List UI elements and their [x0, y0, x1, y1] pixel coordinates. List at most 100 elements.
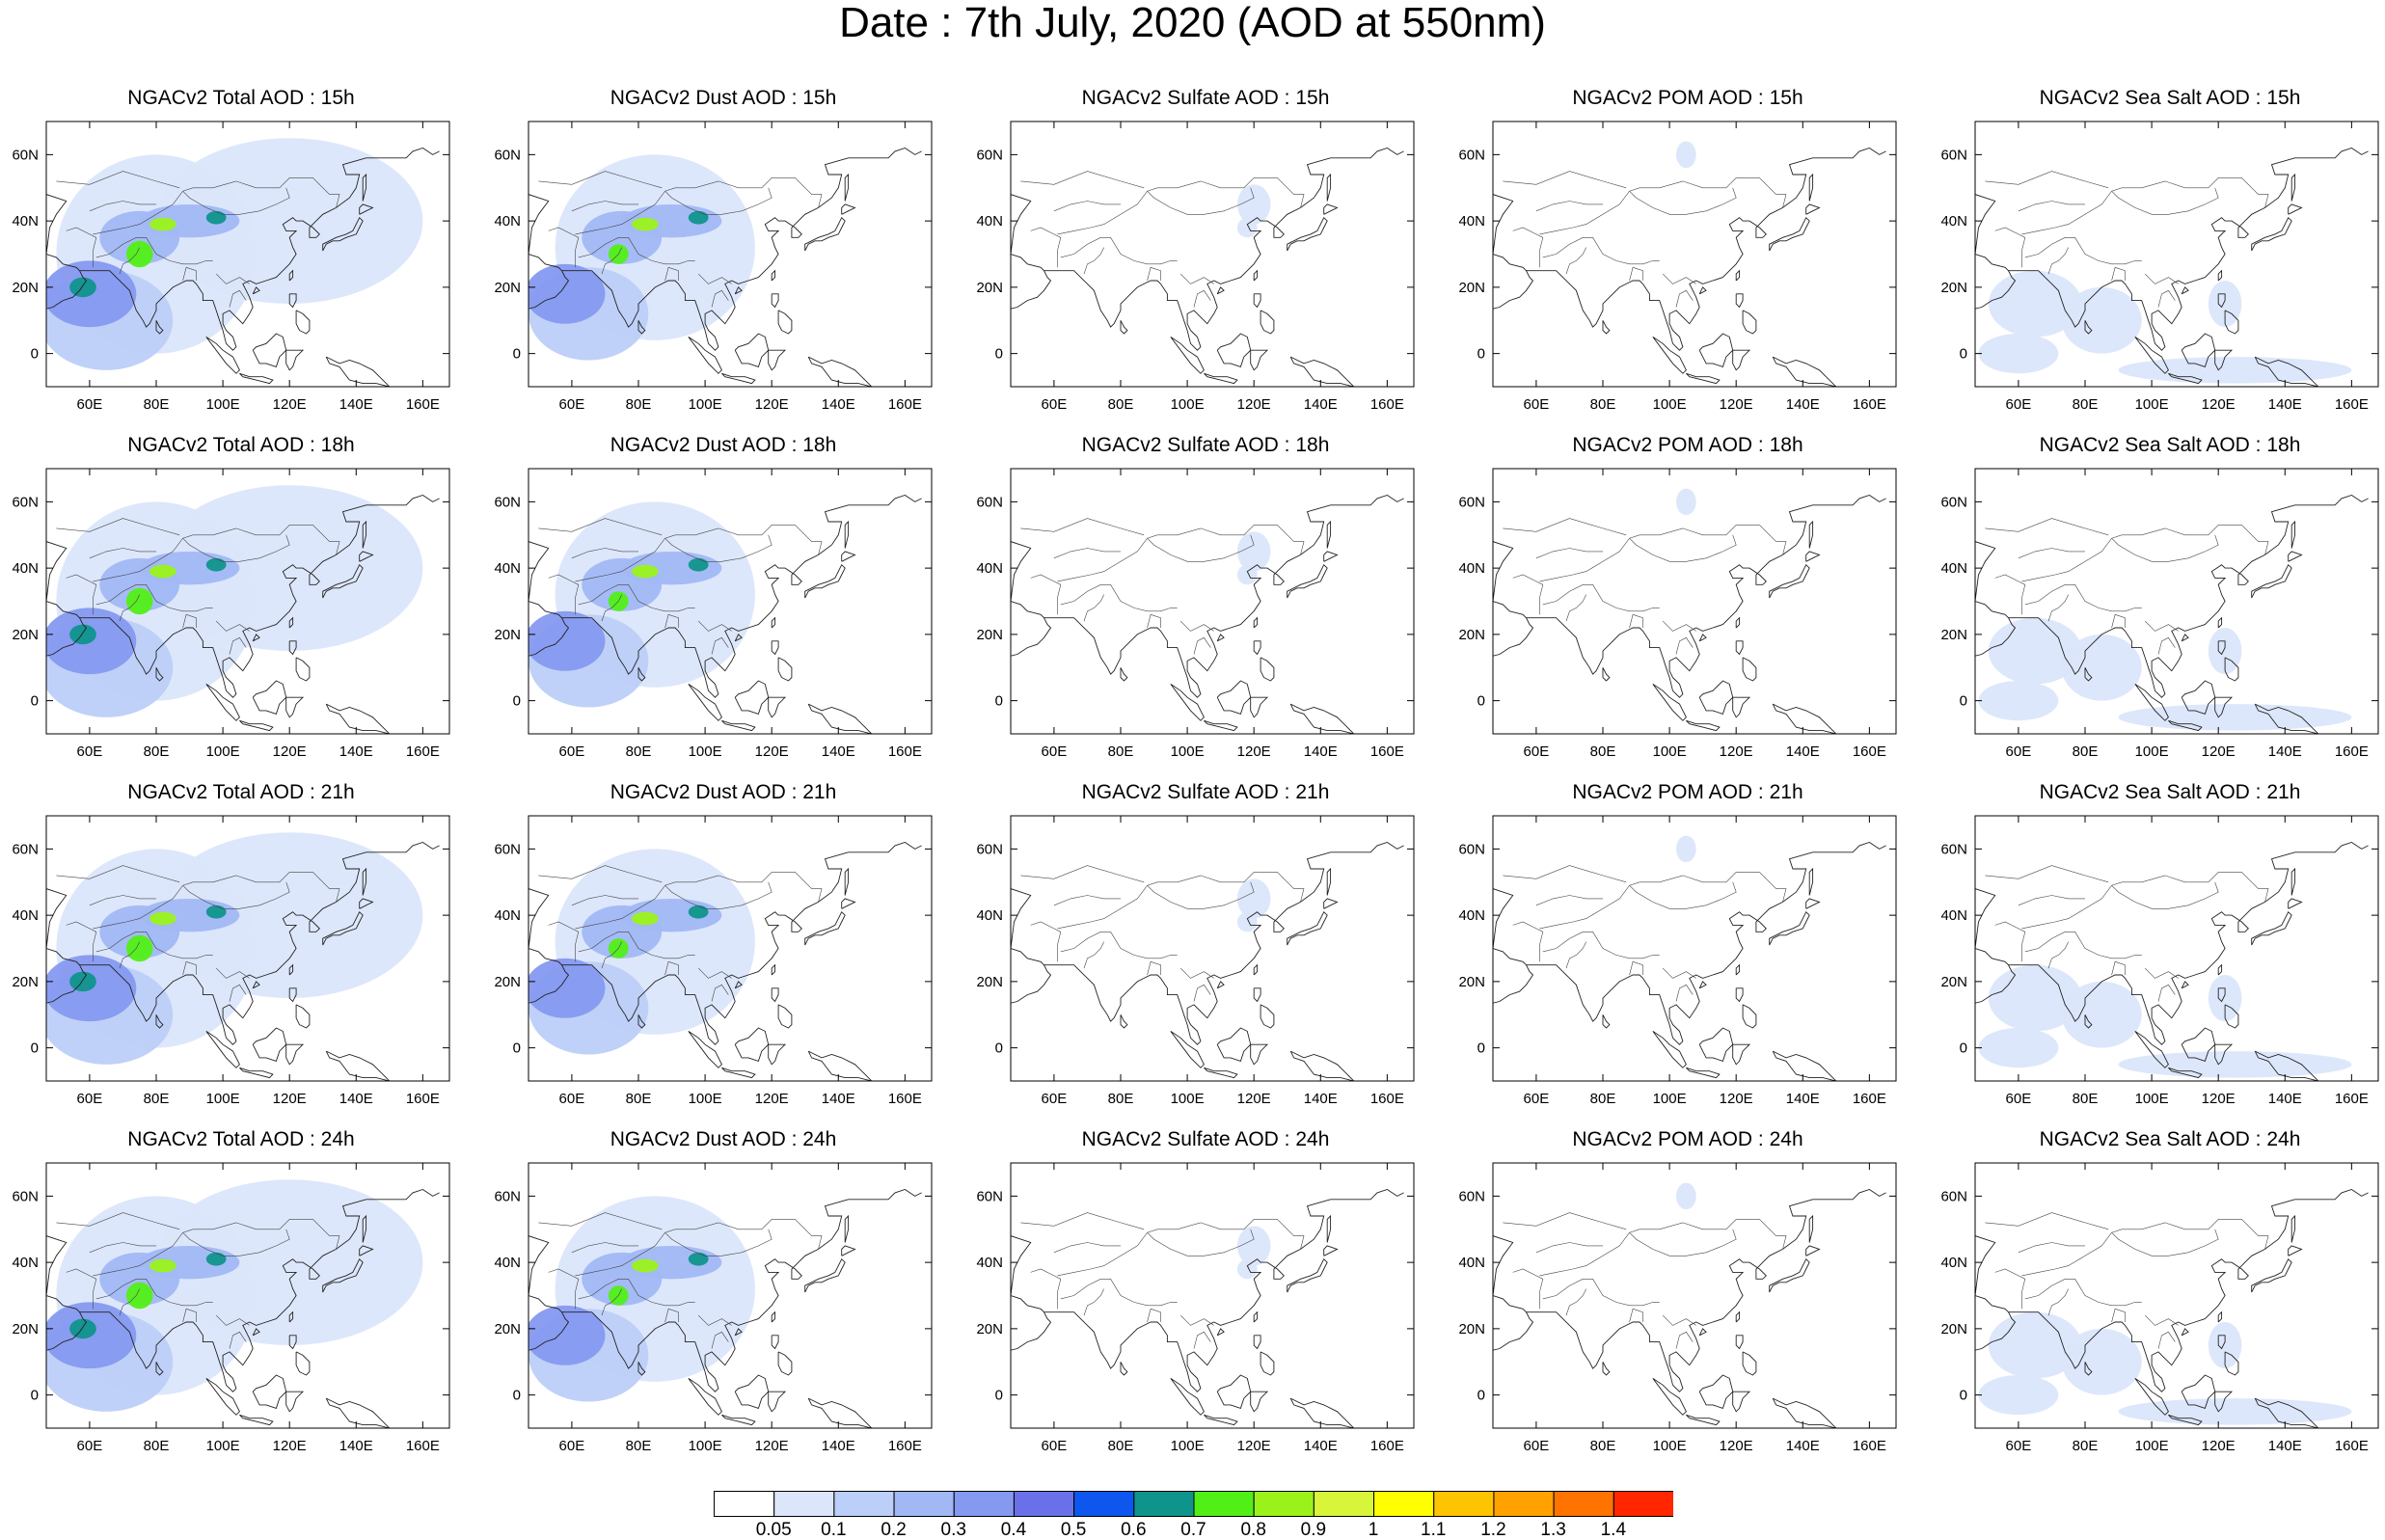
border-line [1060, 932, 1178, 959]
lat-tick-label: 20N [1458, 1321, 1485, 1337]
coastline [2134, 1031, 2169, 1068]
coastline [1735, 1335, 1744, 1350]
border-line [575, 177, 823, 235]
coastline [2168, 1414, 2203, 1426]
coastline [295, 657, 311, 682]
border-line [1053, 201, 1121, 212]
coastline [155, 1014, 164, 1029]
lon-tick-label: 80E [626, 1091, 652, 1107]
lat-tick-label: 60N [494, 147, 521, 163]
lon-tick-label: 80E [1590, 1438, 1616, 1454]
lon-tick-label: 140E [1304, 1091, 1338, 1107]
border-line [1179, 620, 1214, 632]
lat-tick-label: 0 [1960, 693, 1967, 710]
aod-region [1236, 531, 1271, 572]
map-frame [528, 1162, 933, 1429]
lat-tick-label: 40N [1940, 907, 1967, 924]
lon-tick-label: 140E [339, 396, 373, 413]
map-panel: NGACv2 Sea Salt AOD : 15h 60E 80E 100E 120E 1… [1929, 87, 2385, 434]
coastline [295, 1351, 311, 1376]
lon-tick-label: 80E [2073, 396, 2099, 413]
border-line [1985, 518, 2109, 536]
aod-region [1236, 184, 1271, 225]
coastline [252, 981, 260, 989]
panel-title: NGACv2 Sulfate AOD : 24h [1081, 1128, 1330, 1150]
border-line [575, 525, 823, 582]
coastline [46, 541, 68, 602]
coastline [46, 948, 88, 1004]
coastline [1216, 680, 1252, 715]
lon-tick-label: 140E [822, 1091, 855, 1107]
coastline [205, 337, 240, 374]
coastline [2181, 1027, 2216, 1062]
coastline [1808, 867, 1814, 896]
aod-region [1978, 681, 2059, 721]
lon-tick-label: 100E [206, 1438, 240, 1454]
coastline [1686, 719, 1721, 732]
coastline [1735, 987, 1744, 1003]
coastline [844, 520, 850, 549]
coastline [79, 148, 440, 351]
coastline [1652, 1031, 1687, 1068]
border-line [1629, 187, 1737, 215]
coastline [1011, 948, 1052, 1004]
main-title: Date : 7th July, 2020 (AOD at 550nm) [839, 0, 1546, 46]
lat-tick-label: 60N [1458, 1188, 1485, 1204]
coastline [2251, 563, 2292, 599]
coastline [2214, 696, 2234, 718]
panel-title: NGACv2 Total AOD : 21h [127, 781, 355, 803]
lon-tick-label: 80E [1590, 396, 1616, 413]
coastline [1253, 293, 1261, 309]
coastline [771, 1310, 776, 1323]
coastline [1975, 1235, 1996, 1296]
border-line [1179, 273, 1214, 284]
coastline [2254, 1397, 2319, 1428]
lat-tick-label: 60N [12, 1188, 39, 1204]
lat-tick-label: 20N [494, 280, 521, 296]
coastline [46, 1295, 88, 1351]
border-line [1539, 525, 1787, 582]
aod-region [156, 485, 423, 652]
coastline [771, 616, 776, 629]
coastline [2214, 1391, 2234, 1413]
coastline [2008, 148, 2369, 351]
aod-region [149, 911, 176, 926]
lon-tick-label: 60E [559, 1091, 585, 1107]
colorbar-label: 0.4 [1000, 1520, 1027, 1540]
border-line [119, 594, 140, 622]
colorbar-box [953, 1491, 1015, 1517]
border-line [548, 921, 580, 962]
coastline [2214, 349, 2234, 371]
coastline [1204, 1067, 1238, 1079]
border-line [182, 187, 290, 215]
border-line [93, 1219, 340, 1277]
lon-tick-label: 140E [822, 743, 855, 760]
colorbar-label: 0.5 [1060, 1520, 1087, 1540]
coastline [1742, 1004, 1757, 1029]
border-line [1179, 967, 1214, 979]
lon-tick-label: 60E [1042, 1438, 1068, 1454]
lon-tick-label: 140E [2268, 743, 2302, 760]
coastline [2217, 963, 2223, 976]
lat-tick-label: 40N [1458, 560, 1485, 577]
coastline [1170, 684, 1205, 721]
border-line [1053, 895, 1121, 906]
border-line [95, 237, 213, 265]
map-panel: NGACv2 Dust AOD : 15h 60E 80E 100E 120E 140E 1… [482, 87, 964, 434]
coastline [688, 1031, 722, 1068]
coastline [288, 616, 294, 629]
lat-tick-label: 20N [1458, 280, 1485, 296]
lon-tick-label: 60E [77, 743, 103, 760]
aod-region [2061, 1328, 2142, 1395]
lat-tick-label: 0 [1477, 1040, 1485, 1057]
coastline [1493, 541, 1514, 602]
map-plot: 60E 80E 100E 120E 140E 160E 60N 40N 20N 0 [12, 1162, 450, 1454]
coastline [768, 1043, 787, 1066]
border-line [1147, 1229, 1255, 1256]
lat-tick-label: 40N [494, 1255, 521, 1271]
map-plot: 60E 80E 100E 120E 140E 160E 60N 40N 20N 0 [1458, 815, 1897, 1107]
border-line [1675, 1331, 1694, 1349]
border-line [711, 984, 729, 1002]
lon-tick-label: 80E [1590, 743, 1616, 760]
coastline [155, 667, 164, 682]
